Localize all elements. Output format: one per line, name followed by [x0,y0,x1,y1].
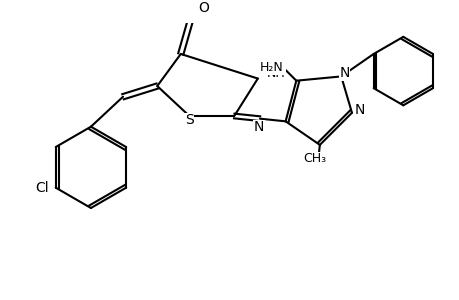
Text: N: N [339,66,349,80]
Text: O: O [197,1,208,15]
Text: Cl: Cl [35,181,49,195]
Text: CH₃: CH₃ [302,152,325,165]
Text: H₂N: H₂N [259,61,283,74]
Text: N: N [253,120,263,134]
Text: S: S [185,113,193,127]
Text: NH: NH [266,67,285,80]
Text: N: N [353,103,364,117]
